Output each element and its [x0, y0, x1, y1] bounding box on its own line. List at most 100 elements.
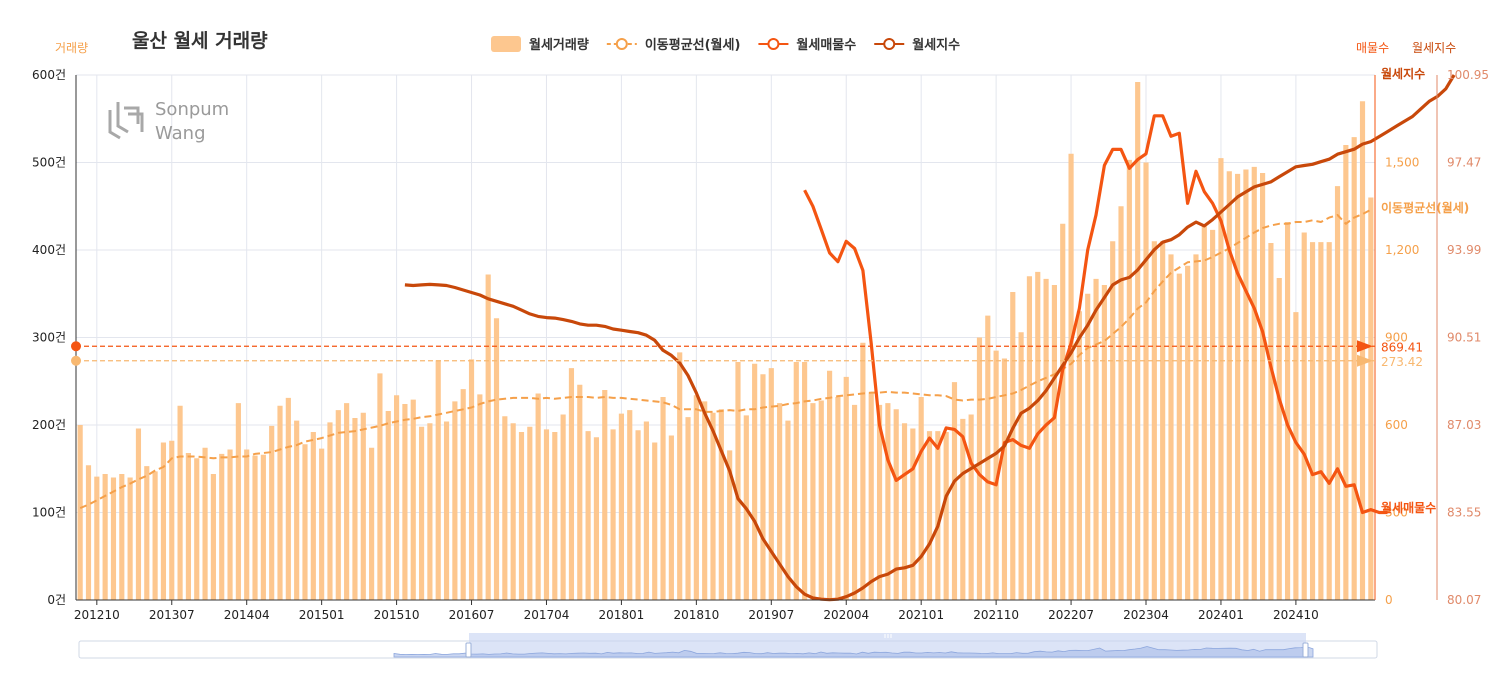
bar[interactable] [169, 440, 175, 600]
bar[interactable] [460, 389, 466, 600]
bar[interactable] [893, 409, 899, 600]
bar[interactable] [135, 428, 142, 601]
bar[interactable] [926, 431, 933, 600]
bar[interactable] [718, 409, 724, 600]
bar[interactable] [185, 453, 191, 600]
bar[interactable] [1101, 285, 1107, 600]
bar[interactable] [410, 399, 416, 600]
bar[interactable] [1243, 169, 1249, 601]
bar[interactable] [702, 401, 708, 600]
bar[interactable] [402, 404, 408, 600]
bar[interactable] [1060, 223, 1066, 600]
bar[interactable] [252, 455, 258, 600]
bar[interactable] [677, 352, 683, 600]
bar[interactable] [377, 373, 383, 600]
bar[interactable] [502, 416, 508, 600]
bar[interactable] [951, 382, 958, 600]
bar[interactable] [277, 405, 283, 600]
bar[interactable] [568, 368, 575, 600]
bar[interactable] [960, 418, 966, 600]
bar[interactable] [1126, 159, 1132, 600]
bar[interactable] [352, 418, 358, 600]
bar[interactable] [452, 401, 458, 600]
bar[interactable] [510, 423, 516, 600]
bar[interactable] [202, 447, 208, 600]
bar[interactable] [94, 476, 100, 600]
bar[interactable] [1343, 145, 1349, 600]
bar[interactable] [1210, 229, 1216, 600]
zoom-grip-icon[interactable] [884, 634, 892, 638]
bar[interactable] [835, 397, 841, 600]
bar[interactable] [144, 466, 150, 600]
bar[interactable] [260, 454, 266, 600]
bar[interactable] [735, 362, 741, 600]
bar[interactable] [768, 368, 774, 600]
bar[interactable] [1235, 173, 1241, 600]
bar[interactable] [685, 417, 691, 600]
bar[interactable] [643, 421, 649, 601]
legend[interactable]: 월세거래량 이동평균선(월세) 월세매물수 월세지수 [491, 36, 960, 53]
bar[interactable] [827, 370, 833, 600]
bar[interactable] [1293, 312, 1299, 600]
bar[interactable] [285, 397, 291, 600]
bar[interactable] [1118, 206, 1124, 600]
series-line-2[interactable] [803, 114, 1388, 515]
bar[interactable] [1251, 166, 1257, 600]
bar[interactable] [244, 449, 250, 601]
bar[interactable] [1168, 254, 1174, 600]
bar[interactable] [1093, 278, 1099, 600]
bar[interactable] [652, 442, 658, 601]
bar[interactable] [693, 395, 699, 600]
bar[interactable] [1276, 278, 1282, 600]
bar[interactable] [760, 374, 766, 600]
bar[interactable] [1076, 311, 1082, 600]
bar[interactable] [319, 448, 325, 600]
legend-item-4[interactable]: 월세지수 [874, 37, 960, 53]
bar[interactable] [535, 393, 541, 601]
bar[interactable] [610, 429, 616, 600]
series-line-1[interactable] [79, 208, 1372, 510]
bar[interactable] [1051, 285, 1057, 600]
data-zoom-slider[interactable] [78, 633, 1378, 659]
bar[interactable] [785, 420, 791, 600]
bar[interactable] [418, 426, 425, 600]
bar[interactable] [876, 404, 883, 600]
bar[interactable] [335, 410, 341, 600]
bar[interactable] [194, 458, 200, 600]
bar[interactable] [1018, 332, 1024, 600]
bar[interactable] [1160, 241, 1166, 600]
bar[interactable] [560, 414, 566, 601]
bar[interactable] [1218, 158, 1224, 600]
bar[interactable] [885, 403, 891, 600]
bar[interactable] [1334, 186, 1341, 600]
bar[interactable] [443, 421, 450, 601]
bar[interactable] [527, 426, 533, 600]
bar[interactable] [1193, 254, 1199, 600]
bar[interactable] [294, 420, 300, 600]
bar[interactable] [1284, 222, 1291, 600]
bar[interactable] [119, 474, 125, 600]
bar[interactable] [935, 431, 941, 600]
bar[interactable] [1301, 232, 1307, 601]
bar[interactable] [727, 450, 733, 600]
bar[interactable] [618, 413, 624, 600]
bar[interactable] [1351, 137, 1357, 600]
bar[interactable] [477, 394, 483, 600]
bar[interactable] [394, 395, 400, 600]
bar[interactable] [1268, 243, 1274, 600]
bar[interactable] [602, 390, 608, 600]
bar[interactable] [177, 405, 183, 600]
bar[interactable] [1368, 197, 1374, 601]
bar[interactable] [427, 423, 433, 600]
bar[interactable] [577, 384, 583, 600]
bar[interactable] [660, 397, 666, 600]
bar[interactable] [635, 430, 641, 600]
bar[interactable] [793, 362, 799, 600]
bar[interactable] [518, 432, 525, 600]
bar[interactable] [943, 432, 949, 600]
bar[interactable] [210, 474, 216, 600]
bar[interactable] [1135, 82, 1141, 600]
bar[interactable] [752, 363, 758, 600]
bar[interactable] [1176, 273, 1182, 600]
bar[interactable] [235, 403, 241, 600]
